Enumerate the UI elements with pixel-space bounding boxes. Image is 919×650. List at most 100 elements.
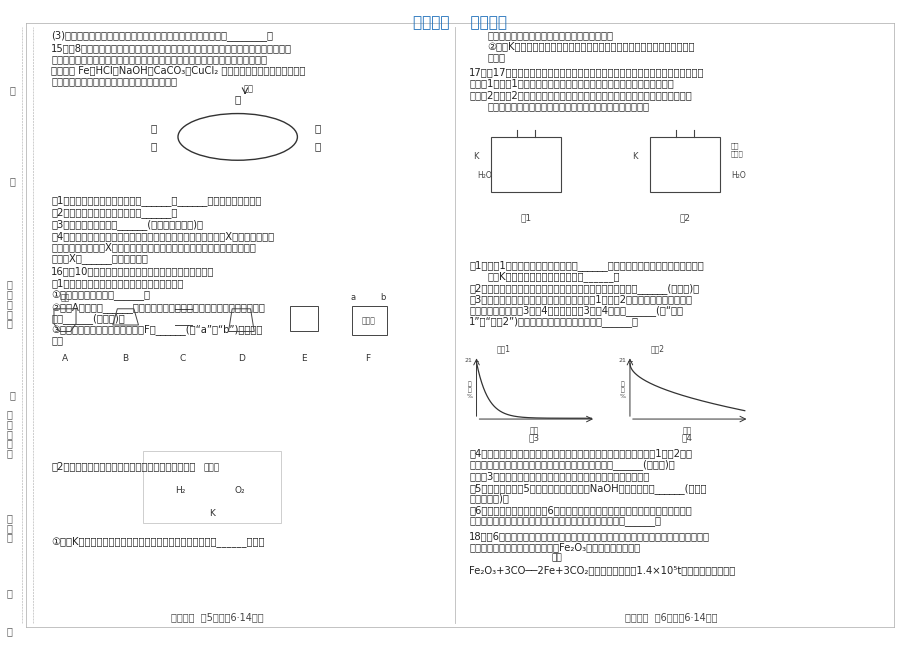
Text: 答: 答 xyxy=(6,439,12,448)
Text: ①反应的化学方程式为______。: ①反应的化学方程式为______。 xyxy=(51,290,150,300)
Text: 校: 校 xyxy=(6,532,12,543)
Text: 气瓶中二氧化碳的体积分数，为达到实验目的，操作方法是______。: 气瓶中二氧化碳的体积分数，为达到实验目的，操作方法是______。 xyxy=(469,516,661,526)
Text: 精品文档    欢迎下载: 精品文档 欢迎下载 xyxy=(413,15,506,30)
Text: 火剂，X是______（写一种）。: 火剂，X是______（写一种）。 xyxy=(51,253,148,264)
Text: 时间: 时间 xyxy=(528,427,538,436)
Text: 与: 与 xyxy=(6,513,12,523)
Text: 质分别是 Fe、HCl、NaOH、CaCO₃和CuCl₂ 中的一种，其中，甲是单质，丁: 质分别是 Fe、HCl、NaOH、CaCO₃和CuCl₂ 中的一种，其中，甲是单… xyxy=(51,65,305,75)
Text: （1）甲能分别与另四种物质中的______、______反应（写化学式）。: （1）甲能分别与另四种物质中的______、______反应（写化学式）。 xyxy=(51,195,261,206)
Text: a: a xyxy=(350,293,356,302)
Text: 高温: 高温 xyxy=(551,553,562,562)
Text: （1）用过氧化氢制取氧气（二氧化锤作制化剂）: （1）用过氧化氢制取氧气（二氧化锤作制化剂） xyxy=(51,278,184,289)
Text: 上: 上 xyxy=(10,390,16,400)
Text: H₂O: H₂O xyxy=(477,172,492,180)
Text: H₂O: H₂O xyxy=(731,172,745,180)
Text: 体。: 体。 xyxy=(51,335,63,345)
Text: Fe₂O₃+3CO──2Fe+3CO₂。若该厂日产含铁1.4×10⁵t的生鐵，至少需要含: Fe₂O₃+3CO──2Fe+3CO₂。若该厂日产含铁1.4×10⁵t的生鐵，至… xyxy=(469,565,734,575)
Text: 方程式表示)。: 方程式表示)。 xyxy=(469,493,508,504)
Text: b: b xyxy=(380,293,385,302)
Text: K: K xyxy=(631,152,637,161)
Text: 【实验3】测定用排空气法收集到的集气瓶中二氧化碳的体积分数。: 【实验3】测定用排空气法收集到的集气瓶中二氧化碳的体积分数。 xyxy=(469,471,649,481)
Text: （1）实验1中，红磷燃烧的主要现象是______，红磷息灯后，集气瓶冷却至室温，: （1）实验1中，红磷燃烧的主要现象是______，红磷息灯后，集气瓶冷却至室温， xyxy=(469,260,703,271)
Text: ①关闭K，通入氢气，点燃，为保证安全，点燃氢气之前应先______，将铁: ①关闭K，通入氢气，点燃，为保证安全，点燃氢气之前应先______，将铁 xyxy=(51,536,265,547)
Text: 17．（17分）某兴趣小组开展「测定密闭容器中某种气体的体积分数」的探究实验。: 17．（17分）某兴趣小组开展「测定密闭容器中某种气体的体积分数」的探究实验。 xyxy=(469,67,704,77)
Text: 铁丝网: 铁丝网 xyxy=(204,463,220,472)
Text: C: C xyxy=(179,354,186,363)
Text: 16．（10分）实验室制取氧气并模拟氢氧化钓检查实验。: 16．（10分）实验室制取氧气并模拟氢氧化钓检查实验。 xyxy=(51,266,214,277)
Text: 丝网放在火焰上灸烧，铁丝网只发红，不燕断。: 丝网放在火焰上灸烧，铁丝网只发红，不燕断。 xyxy=(487,30,613,40)
Text: 述五种物质，如果用X替换戊，它但能与丁反应生成一种生活中常用的液态灭: 述五种物质，如果用X替换戊，它但能与丁反应生成一种生活中常用的液态灭 xyxy=(51,242,255,252)
Text: K: K xyxy=(472,152,478,161)
Text: 粘: 粘 xyxy=(6,280,12,290)
Text: （2）模拟氢氧化钓实验：按下图所示装置进行实验。: （2）模拟氢氧化钓实验：按下图所示装置进行实验。 xyxy=(51,462,196,471)
Text: 化学试卷  第5页（兲6·14页）: 化学试卷 第5页（兲6·14页） xyxy=(170,612,263,621)
Text: 21: 21 xyxy=(618,358,626,363)
Text: ②打开K，通入氢气，火焰变明亮，铁丝燕断，说明燃烧的剧烈程度与氧气的: ②打开K，通入氢气，火焰变明亮，铁丝燕断，说明燃烧的剧烈程度与氧气的 xyxy=(487,41,694,51)
Text: 终点: 终点 xyxy=(244,84,254,94)
Text: 浓硫酸: 浓硫酸 xyxy=(362,316,376,325)
Text: （4）若按无机物按单质、氧化物、酸、碱和盐进行分类，无机物X的类别不同于上: （4）若按无机物按单质、氧化物、酸、碱和盐进行分类，无机物X的类别不同于上 xyxy=(51,231,274,241)
Text: 正: 正 xyxy=(10,85,16,95)
Text: 变化的关系分别如图3、图4所示，依据图3、图4信息，______(填“实验: 变化的关系分别如图3、图4所示，依据图3、图4信息，______(填“实验 xyxy=(469,306,683,317)
Text: B: B xyxy=(121,354,128,363)
Text: 有关。: 有关。 xyxy=(487,52,505,62)
Text: K: K xyxy=(209,508,215,517)
Text: 图3: 图3 xyxy=(528,434,539,442)
Text: 实验2: 实验2 xyxy=(650,344,664,353)
Text: O₂: O₂ xyxy=(234,486,244,495)
Text: 测定空气中氧气的体积分数，该替代物应满足的条件是______(写两点)。: 测定空气中氧气的体积分数，该替代物应满足的条件是______(写两点)。 xyxy=(469,460,675,470)
Text: 条: 条 xyxy=(6,299,12,309)
Text: 图1: 图1 xyxy=(520,213,531,222)
Text: 无: 无 xyxy=(6,588,12,598)
Text: 器有______(填标号)。: 器有______(填标号)。 xyxy=(51,313,125,324)
Text: 1”或“实验2”)的测定方法更准确，判断依据是______。: 1”或“实验2”)的测定方法更准确，判断依据是______。 xyxy=(469,317,639,328)
Text: 双孔: 双孔 xyxy=(61,293,70,302)
Text: （3）实验过程中，连接数字传感器，测得实验1、实验2中氧气的体积分数随时间: （3）实验过程中，连接数字传感器，测得实验1、实验2中氧气的体积分数随时间 xyxy=(469,294,691,304)
Text: 打开K，水能倒吸入集气瓶的原因是______。: 打开K，水能倒吸入集气瓶的原因是______。 xyxy=(487,271,619,282)
Text: 甲: 甲 xyxy=(234,94,241,104)
Text: 氧
气
%: 氧 气 % xyxy=(618,381,625,399)
Text: （4）结合你的学习经验，若要寻找红磷或铁粉除氧剂的替代物，用图1或图2装置: （4）结合你的学习经验，若要寻找红磷或铁粉除氧剂的替代物，用图1或图2装置 xyxy=(469,448,691,458)
Text: （5）甲同学设计图5所示装置进行测定，浓NaOH溶液的作用是______(用化学: （5）甲同学设计图5所示装置进行测定，浓NaOH溶液的作用是______(用化学 xyxy=(469,482,706,493)
Text: H₂: H₂ xyxy=(175,486,185,495)
Text: 题: 题 xyxy=(6,448,12,458)
Text: 得: 得 xyxy=(6,429,12,439)
Text: 【实验1】按图1所示装置，用红磷燃烧的方法测定空气中氧气的体积分数。: 【实验1】按图1所示装置，用红磷燃烧的方法测定空气中氧气的体积分数。 xyxy=(469,79,674,88)
Text: 贴: 贴 xyxy=(6,289,12,300)
Text: 时间: 时间 xyxy=(682,427,691,436)
Text: 实验1: 实验1 xyxy=(496,344,511,353)
Text: 不: 不 xyxy=(6,419,12,429)
Text: 图2: 图2 xyxy=(679,213,690,222)
Text: 【实验2】按图2所示装置，在集气瓶内壁用水均匀涂刷铁粉除氧剂（其中辅助成分: 【实验2】按图2所示装置，在集气瓶内壁用水均匀涂刷铁粉除氧剂（其中辅助成分 xyxy=(469,90,691,100)
Text: 丙: 丙 xyxy=(314,141,321,151)
Text: 18．（6分）改革开放以来，我国钉鐵工业飞速发展，近年来鑉鐵产量已稳居世界首位。: 18．（6分）改革开放以来，我国钉鐵工业飞速发展，近年来鑉鐵产量已稳居世界首位。 xyxy=(469,531,709,541)
Text: ②仪器A的名称为______，现用下列仪器组装氧气的发生装置，应选用的仪: ②仪器A的名称为______，现用下列仪器组装氧气的发生装置，应选用的仪 xyxy=(51,302,265,313)
Text: 学: 学 xyxy=(6,523,12,533)
Text: A: A xyxy=(62,354,68,363)
Text: 丁: 丁 xyxy=(151,123,157,133)
Text: 戊: 戊 xyxy=(151,141,157,151)
Text: （2）为提高实验的准确性，以上两个实验都需要注意的事项是______(写一点)。: （2）为提高实验的准确性，以上两个实验都需要注意的事项是______(写一点)。 xyxy=(469,283,698,294)
Text: 化学试卷  第6页（兲6·14页）: 化学试卷 第6页（兲6·14页） xyxy=(625,612,717,621)
Text: 15．（8分）如下图所示，甲、乙、丙、丁、戊五种物质（或其溶液）佯然是滑冰赛道上: 15．（8分）如下图所示，甲、乙、丙、丁、戊五种物质（或其溶液）佯然是滑冰赛道上 xyxy=(51,43,292,53)
Text: 某鑉鐵厂采用赤鐵矿（主要成分为Fe₂O₃）炼鐵，反应原理为: 某鑉鐵厂采用赤鐵矿（主要成分为Fe₂O₃）炼鐵，反应原理为 xyxy=(469,542,640,552)
Text: （3）丙与丁的反应属于______(填基本反应类型)。: （3）丙与丁的反应属于______(填基本反应类型)。 xyxy=(51,218,203,229)
Text: 码: 码 xyxy=(6,318,12,328)
Text: F: F xyxy=(365,354,370,363)
Text: 与戊反应产生的气体可以息灯蜡烛点燃的火芬。: 与戊反应产生的气体可以息灯蜡烛点燃的火芬。 xyxy=(51,76,177,86)
Text: （2）丁与戊反应的化学方程式为______。: （2）丁与戊反应的化学方程式为______。 xyxy=(51,207,177,218)
Text: 方: 方 xyxy=(6,410,12,419)
Text: 氧
气
%: 氧 气 % xyxy=(466,381,471,399)
Text: (3)「冷定」后方能「瞈罐」取锤，从化学变化角度解释其原因：________。: (3)「冷定」后方能「瞈罐」取锤，从化学变化角度解释其原因：________。 xyxy=(51,30,273,41)
Text: 21: 21 xyxy=(464,358,472,363)
Text: 图4: 图4 xyxy=(681,434,692,442)
Text: 乙: 乙 xyxy=(314,123,321,133)
Text: 铁粉
除氧剂: 铁粉 除氧剂 xyxy=(731,143,743,157)
Text: 此: 此 xyxy=(10,176,16,186)
Text: （6）乙同学提出，仅利用图6所示装置，在不添加其他试剂的前提下，也能测得集: （6）乙同学提出，仅利用图6所示装置，在不添加其他试剂的前提下，也能测得集 xyxy=(469,505,691,515)
Text: D: D xyxy=(238,354,244,363)
Text: 参加速力比赛的「运动员」，相邻「运动员」之间能发生化学反应，已知：五种物: 参加速力比赛的「运动员」，相邻「运动员」之间能发生化学反应，已知：五种物 xyxy=(51,54,267,64)
Text: 效: 效 xyxy=(6,627,12,636)
Text: 形: 形 xyxy=(6,309,12,318)
Text: 不干扰实验），利用铁锈蚀原理测定空气中氧气的体积分数。: 不干扰实验），利用铁锈蚀原理测定空气中氧气的体积分数。 xyxy=(487,101,649,111)
